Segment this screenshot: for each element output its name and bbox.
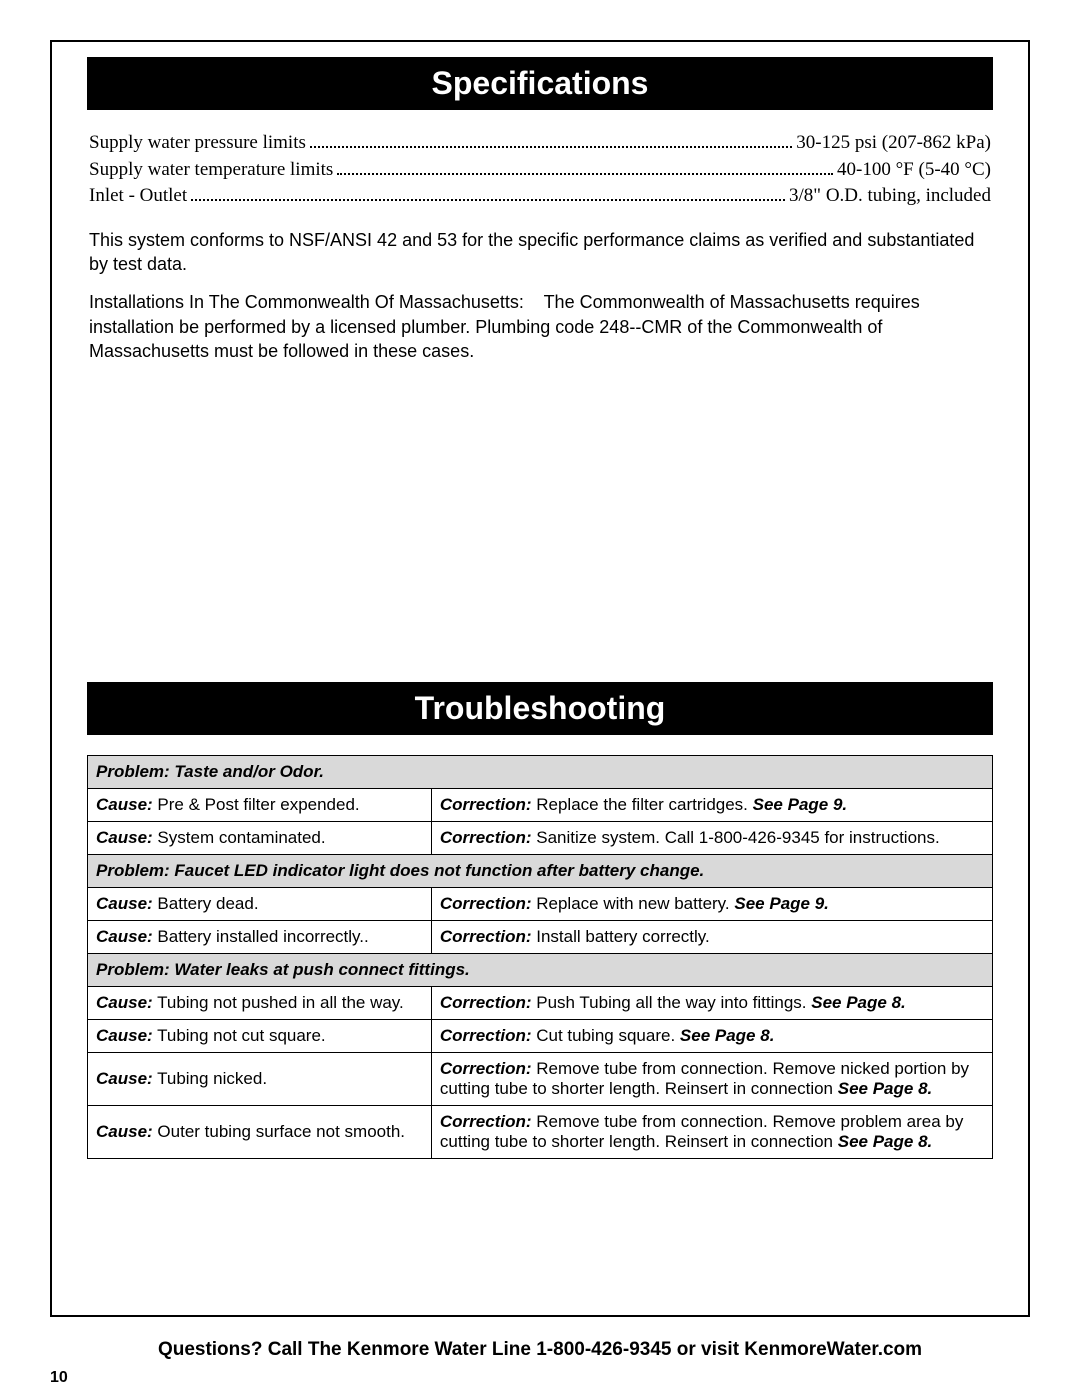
page-number: 10: [50, 1369, 68, 1387]
correction-label: Correction:: [440, 927, 532, 946]
spec-list: Supply water pressure limits 30-125 psi …: [87, 130, 993, 210]
problem-row: Problem: Water leaks at push connect fit…: [88, 954, 993, 987]
page-border: Specifications Supply water pressure lim…: [50, 40, 1030, 1317]
spec-label: Inlet - Outlet: [89, 183, 187, 210]
correction-label: Correction:: [440, 828, 532, 847]
correction-text: Replace the filter cartridges.: [536, 795, 748, 814]
see-page: See Page 8.: [811, 993, 906, 1012]
correction-text: Install battery correctly.: [536, 927, 710, 946]
cause-text: Tubing not cut square.: [157, 1026, 326, 1045]
see-page: See Page 9.: [753, 795, 848, 814]
correction-cell: Correction: Cut tubing square. See Page …: [431, 1020, 992, 1053]
spec-row: Supply water temperature limits 40-100 °…: [89, 157, 991, 184]
correction-cell: Correction: Install battery correctly.: [431, 921, 992, 954]
problem-title: Problem: Water leaks at push connect fit…: [88, 954, 993, 987]
correction-label: Correction:: [440, 1112, 532, 1131]
footer-text: Questions? Call The Kenmore Water Line 1…: [0, 1339, 1080, 1361]
table-row: Cause: Outer tubing surface not smooth. …: [88, 1106, 993, 1159]
cause-cell: Cause: Battery dead.: [88, 888, 432, 921]
cause-cell: Cause: Outer tubing surface not smooth.: [88, 1106, 432, 1159]
correction-cell: Correction: Sanitize system. Call 1-800-…: [431, 822, 992, 855]
see-page: See Page 8.: [838, 1079, 933, 1098]
correction-cell: Correction: Remove tube from connection.…: [431, 1053, 992, 1106]
troubleshooting-heading: Troubleshooting: [87, 682, 993, 735]
vertical-gap: [87, 377, 993, 667]
problem-row: Problem: Faucet LED indicator light does…: [88, 855, 993, 888]
spec-value: 30-125 psi (207-862 kPa): [796, 130, 991, 157]
table-row: Cause: Battery dead. Correction: Replace…: [88, 888, 993, 921]
cause-text: Battery installed incorrectly..: [157, 927, 368, 946]
cause-label: Cause:: [96, 1026, 153, 1045]
cause-text: System contaminated.: [157, 828, 325, 847]
cause-cell: Cause: Tubing nicked.: [88, 1053, 432, 1106]
spec-dots: [310, 131, 792, 148]
cause-cell: Cause: System contaminated.: [88, 822, 432, 855]
correction-text: Push Tubing all the way into fittings.: [536, 993, 806, 1012]
correction-cell: Correction: Remove tube from connection.…: [431, 1106, 992, 1159]
content-area: Specifications Supply water pressure lim…: [52, 57, 1028, 1159]
table-row: Cause: Tubing nicked. Correction: Remove…: [88, 1053, 993, 1106]
specifications-heading: Specifications: [87, 57, 993, 110]
correction-cell: Correction: Replace the filter cartridge…: [431, 789, 992, 822]
mass-title: Installations In The Commonwealth Of Mas…: [89, 292, 524, 312]
spec-row: Supply water pressure limits 30-125 psi …: [89, 130, 991, 157]
massachusetts-note: Installations In The Commonwealth Of Mas…: [87, 290, 993, 363]
correction-label: Correction:: [440, 993, 532, 1012]
cause-cell: Cause: Tubing not pushed in all the way.: [88, 987, 432, 1020]
cause-label: Cause:: [96, 1122, 153, 1141]
cause-text: Battery dead.: [157, 894, 258, 913]
cause-label: Cause:: [96, 894, 153, 913]
correction-text: Replace with new battery.: [536, 894, 729, 913]
table-row: Cause: System contaminated. Correction: …: [88, 822, 993, 855]
correction-label: Correction:: [440, 894, 532, 913]
cause-cell: Cause: Battery installed incorrectly..: [88, 921, 432, 954]
cause-label: Cause:: [96, 828, 153, 847]
see-page: See Page 8.: [838, 1132, 933, 1151]
spec-value: 3/8" O.D. tubing, included: [789, 183, 991, 210]
table-row: Cause: Tubing not pushed in all the way.…: [88, 987, 993, 1020]
cause-cell: Cause: Tubing not cut square.: [88, 1020, 432, 1053]
problem-title: Problem: Taste and/or Odor.: [88, 756, 993, 789]
cause-cell: Cause: Pre & Post filter expended.: [88, 789, 432, 822]
see-page: See Page 9.: [734, 894, 829, 913]
table-row: Cause: Pre & Post filter expended. Corre…: [88, 789, 993, 822]
conformance-note: This system conforms to NSF/ANSI 42 and …: [87, 228, 993, 277]
spec-label: Supply water temperature limits: [89, 157, 333, 184]
spec-dots: [337, 158, 833, 175]
correction-cell: Correction: Replace with new battery. Se…: [431, 888, 992, 921]
problem-title: Problem: Faucet LED indicator light does…: [88, 855, 993, 888]
cause-text: Outer tubing surface not smooth.: [157, 1122, 405, 1141]
cause-label: Cause:: [96, 927, 153, 946]
cause-text: Tubing nicked.: [157, 1069, 267, 1088]
cause-text: Tubing not pushed in all the way.: [157, 993, 404, 1012]
spec-label: Supply water pressure limits: [89, 130, 306, 157]
correction-text: Cut tubing square.: [536, 1026, 675, 1045]
table-row: Cause: Tubing not cut square. Correction…: [88, 1020, 993, 1053]
problem-row: Problem: Taste and/or Odor.: [88, 756, 993, 789]
correction-text: Sanitize system. Call 1-800-426-9345 for…: [536, 828, 939, 847]
troubleshooting-table: Problem: Taste and/or Odor. Cause: Pre &…: [87, 755, 993, 1159]
correction-label: Correction:: [440, 1059, 532, 1078]
cause-label: Cause:: [96, 795, 153, 814]
correction-label: Correction:: [440, 1026, 532, 1045]
cause-text: Pre & Post filter expended.: [157, 795, 359, 814]
see-page: See Page 8.: [680, 1026, 775, 1045]
spec-dots: [191, 184, 785, 201]
correction-label: Correction:: [440, 795, 532, 814]
spec-row: Inlet - Outlet 3/8" O.D. tubing, include…: [89, 183, 991, 210]
correction-cell: Correction: Push Tubing all the way into…: [431, 987, 992, 1020]
table-row: Cause: Battery installed incorrectly.. C…: [88, 921, 993, 954]
spec-value: 40-100 °F (5-40 °C): [837, 157, 991, 184]
cause-label: Cause:: [96, 1069, 153, 1088]
cause-label: Cause:: [96, 993, 153, 1012]
